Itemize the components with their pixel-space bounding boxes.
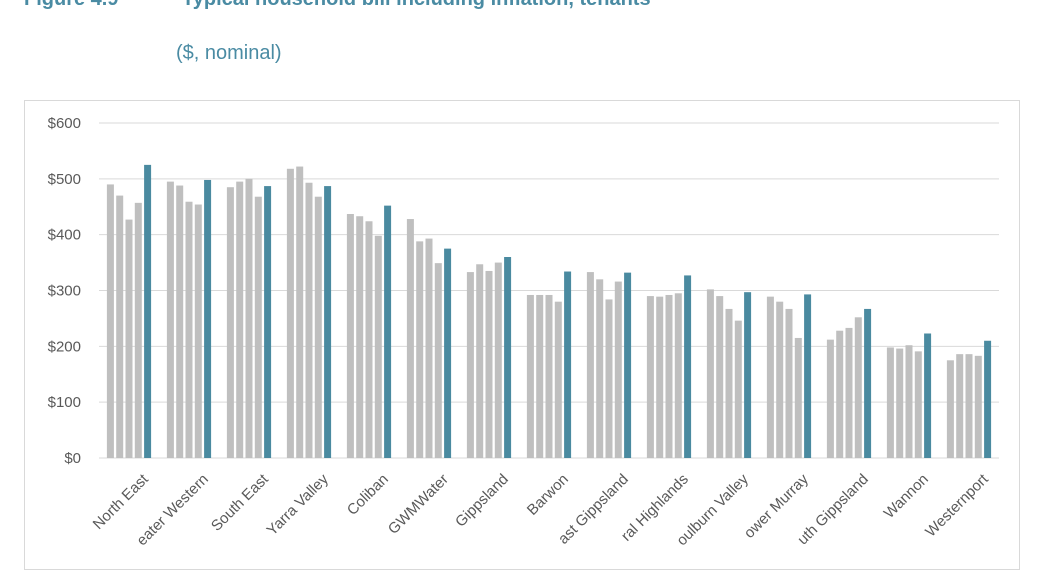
bar xyxy=(956,354,964,458)
bar xyxy=(466,272,474,458)
bar xyxy=(564,271,572,458)
bar xyxy=(194,204,202,458)
x-tick-label: Gippsland xyxy=(452,471,512,531)
bar xyxy=(716,296,724,458)
bar xyxy=(785,308,793,458)
bar xyxy=(296,166,304,459)
chart-subtitle: ($, nominal) xyxy=(176,42,282,64)
chart-frame: $0 $100 $200 $300 $400 $500 $600 North East eate… xyxy=(24,100,1020,570)
bar xyxy=(374,235,382,458)
bar xyxy=(766,296,774,458)
figure-number: Figure 4.9 xyxy=(24,0,118,10)
bar xyxy=(826,339,834,458)
bar xyxy=(946,360,954,458)
x-tick-label: Wannon xyxy=(881,471,932,522)
bar xyxy=(245,178,253,458)
bar xyxy=(236,181,244,458)
bar xyxy=(125,219,133,458)
x-tick-label: GWMWater xyxy=(385,471,452,538)
bar xyxy=(406,219,414,458)
bar xyxy=(264,186,272,458)
bar xyxy=(526,294,534,458)
bar xyxy=(346,214,354,458)
bar xyxy=(305,182,313,458)
y-tick-label: $200 xyxy=(48,338,81,355)
bar xyxy=(744,292,752,458)
bar xyxy=(804,294,812,458)
bar xyxy=(314,196,322,458)
bar xyxy=(924,333,932,458)
bar xyxy=(864,308,872,458)
bar xyxy=(226,187,234,458)
bar xyxy=(554,301,562,458)
bar xyxy=(356,216,364,458)
bar xyxy=(204,179,212,458)
bar xyxy=(106,184,114,458)
bar xyxy=(586,272,594,458)
bar xyxy=(965,354,973,458)
bar xyxy=(384,205,392,458)
bar xyxy=(646,296,654,458)
bar xyxy=(434,263,442,458)
bar xyxy=(794,337,802,458)
bar xyxy=(596,279,604,458)
bar xyxy=(494,262,502,458)
y-tick-label: $500 xyxy=(48,171,81,188)
x-tick-label: Yarra Valley xyxy=(264,470,333,539)
x-tick-label: North East xyxy=(90,470,153,533)
bar xyxy=(656,296,664,458)
bar xyxy=(605,299,613,458)
bar xyxy=(706,289,714,458)
bar xyxy=(725,308,733,458)
bar xyxy=(674,293,682,458)
bar xyxy=(144,164,152,458)
bar xyxy=(665,294,673,458)
bar xyxy=(504,257,512,458)
y-tick-label: $300 xyxy=(48,283,81,300)
bar xyxy=(734,320,742,458)
figure-title: Typical household bill including inflati… xyxy=(182,0,651,10)
bar xyxy=(684,275,692,458)
bar xyxy=(984,340,992,458)
bar xyxy=(324,186,332,458)
bar xyxy=(974,355,982,458)
bar xyxy=(614,281,622,458)
bar xyxy=(485,270,493,458)
x-tick-label: Westernport xyxy=(922,470,992,540)
y-tick-label: $600 xyxy=(48,115,81,132)
bar xyxy=(176,185,184,458)
x-tick-label: Coliban xyxy=(344,471,392,519)
bar xyxy=(254,196,262,458)
x-tick-label: Barwon xyxy=(524,471,572,519)
y-tick-label: $400 xyxy=(48,227,81,244)
bar xyxy=(116,195,124,458)
bar xyxy=(624,272,632,458)
bar xyxy=(776,301,784,458)
bar xyxy=(365,221,373,458)
y-tick-label: $100 xyxy=(48,394,81,411)
bar xyxy=(185,201,193,458)
bar xyxy=(134,202,142,458)
bar xyxy=(476,264,484,458)
x-tick-label: South East xyxy=(208,470,272,534)
bar xyxy=(425,238,433,458)
bar xyxy=(166,181,174,458)
bar xyxy=(545,294,553,458)
bar xyxy=(416,241,424,458)
bar xyxy=(536,294,544,458)
bar xyxy=(896,348,904,458)
bar xyxy=(444,248,452,458)
y-tick-label: $0 xyxy=(64,450,81,467)
bar xyxy=(286,168,294,458)
bar xyxy=(845,327,853,458)
bar xyxy=(854,317,862,458)
figure-heading: Figure 4.9 Typical household bill includ… xyxy=(24,0,651,11)
bar xyxy=(914,351,922,458)
bar xyxy=(836,330,844,458)
bar xyxy=(905,345,913,458)
bar xyxy=(886,347,894,458)
